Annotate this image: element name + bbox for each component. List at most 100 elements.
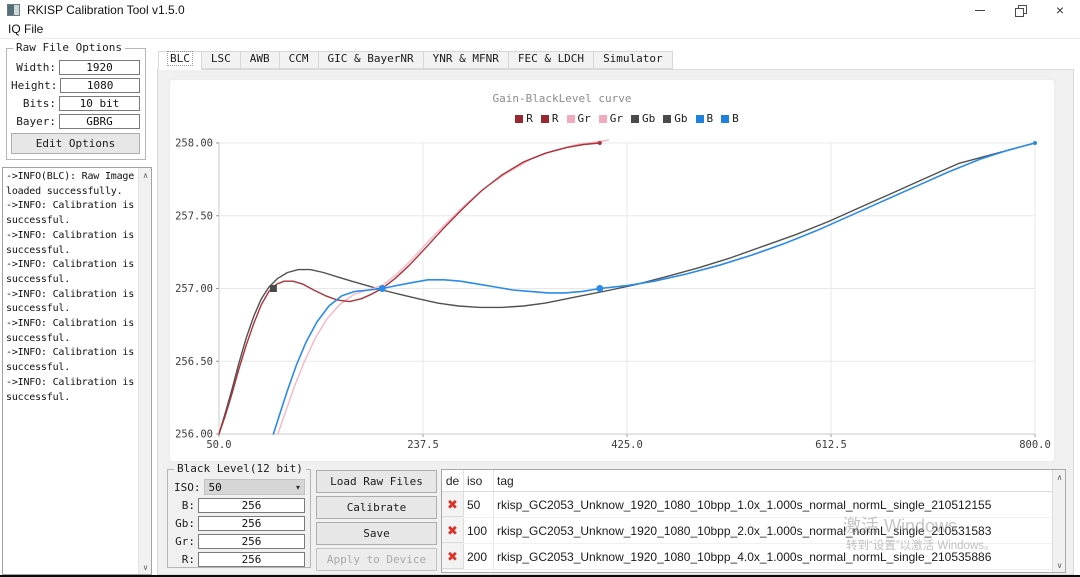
curve-Gb [218,142,1036,435]
bayer-field[interactable]: GBRG [59,113,140,129]
tab-awb[interactable]: AWB [240,51,280,69]
r-field[interactable]: 256 [198,551,305,567]
bits-label: Bits: [22,96,56,110]
save-button[interactable]: Save [316,522,437,545]
gr-field[interactable]: 256 [198,533,305,549]
tab-lsc[interactable]: LSC [201,51,241,69]
edit-options-button[interactable]: Edit Options [11,133,140,154]
x-tick-label: 50.0 [206,439,231,451]
height-field[interactable]: 1080 [60,77,140,93]
table-body: de iso tag ✖ 50 rkisp_GC2053_Unknow_1920_1080… [442,470,1052,572]
bayer-label: Bayer: [16,114,56,128]
y-tick-label: 258.00 [175,138,213,150]
column-header-iso[interactable]: iso [464,470,494,491]
window-controls: × [960,0,1080,20]
gb-field[interactable]: 256 [198,515,305,531]
x-tick-label: 425.0 [611,439,643,451]
menu-iq-file[interactable]: IQ File [8,22,44,36]
tab-gic-bayernr[interactable]: GIC & BayerNR [318,51,424,69]
log-line: ->INFO: Calibration is successful. [6,288,135,315]
marker-circle [596,285,604,292]
tab-label: AWB [249,52,270,65]
legend-entry-gr: Gr [598,112,623,125]
window-bottom-edge [0,575,1080,577]
delete-icon: ✖ [447,522,458,538]
log-scrollbar[interactable]: ∧ ∨ [138,168,151,574]
curve-R [218,142,601,435]
delete-button[interactable]: ✖ [442,544,464,569]
delete-button[interactable]: ✖ [442,518,464,543]
table-row[interactable]: ✖ 50 rkisp_GC2053_Unknow_1920_1080_10bpp_1… [442,492,1052,518]
table-row[interactable]: ✖ 100 rkisp_GC2053_Unknow_1920_1080_10bpp_… [442,518,1052,544]
apply-to-device-button: Apply to Device [316,548,437,571]
curve-Gr [277,139,610,435]
y-tick-label: 257.50 [175,210,213,222]
iso-select[interactable]: 50 ▾ [203,479,305,495]
width-field[interactable]: 1920 [59,59,140,75]
b-field[interactable]: 256 [198,497,305,513]
chart-card: Gain-BlackLevel curve R R Gr Gr Gb Gb B B 50.0 2… [169,79,1055,462]
tab-label: LSC [210,52,231,65]
legend-swatch-icon [566,114,575,123]
scroll-up-icon[interactable]: ∧ [142,170,149,180]
legend-label: B [732,112,739,125]
chevron-down-icon: ▾ [295,482,300,492]
log-line: ->INFO: Calibration is successful. [6,259,135,285]
iso-label: ISO: [174,480,201,494]
black-level-row-gb: Gb: 256 [172,515,305,531]
legend-label: Gb [674,112,688,125]
raw-file-options-group: Raw File Options Width: 1920 Height: 1080 Bi… [6,41,146,160]
calibrate-button[interactable]: Calibrate [316,496,437,519]
tag-cell: rkisp_GC2053_Unknow_1920_1080_10bpp_1.0x… [497,497,992,512]
b-label: B: [181,498,195,512]
log-panel[interactable]: ->INFO(BLC): Raw Image loaded successful… [2,167,152,575]
legend-label: Gr [577,112,591,125]
legend-entry-gb: Gb [631,112,655,125]
table-header-row: de iso tag [442,470,1052,492]
marker-circle [1033,141,1037,145]
tab-page-blc: Gain-BlackLevel curve R R Gr Gr Gb Gb B B 50.0 2… [157,69,1074,575]
iso-cell: 200 [464,544,494,569]
field-row-height: Height: 1080 [11,77,140,93]
minimize-button[interactable] [960,0,1000,20]
width-label: Width: [16,60,56,74]
black-level-row-gr: Gr: 256 [172,533,305,549]
legend-swatch-icon [598,114,607,123]
x-tick-label: 612.5 [815,439,847,451]
column-header-tag[interactable]: tag [497,473,514,488]
x-tick-label: 237.5 [407,439,439,451]
y-tick-label: 256.50 [175,356,213,368]
scroll-up-icon[interactable]: ∧ [1056,472,1063,482]
legend-swatch-icon [663,114,672,123]
legend-label: B [706,112,714,125]
raw-files-table: de iso tag ✖ 50 rkisp_GC2053_Unknow_1920_1080… [441,469,1066,573]
close-button[interactable]: × [1040,0,1080,20]
delete-button[interactable]: ✖ [442,492,464,517]
minimize-icon [975,9,985,11]
column-header-de[interactable]: de [442,470,464,491]
legend-entry-b: B [695,112,714,125]
scroll-down-icon[interactable]: ∨ [1056,560,1063,570]
legend-entry-gr: Gr [566,112,591,125]
titlebar: RKISP Calibration Tool v1.5.0 × [0,0,1080,20]
action-buttons: Load Raw Files Calibrate Save Apply to D… [316,470,437,571]
legend-entry-gb: Gb [663,112,688,125]
iso-cell: 50 [464,492,494,517]
tab-simulator[interactable]: Simulator [594,51,673,69]
tab-ccm[interactable]: CCM [279,51,319,69]
table-scrollbar[interactable]: ∧ ∨ [1052,470,1065,572]
delete-icon: ✖ [447,548,458,564]
table-row[interactable]: ✖ 200 rkisp_GC2053_Unknow_1920_1080_10bpp_… [442,544,1052,570]
tab-blc[interactable]: BLC [158,51,202,70]
tab-ynr-mfnr[interactable]: YNR & MFNR [423,51,509,69]
bits-field[interactable]: 10 bit [59,95,140,111]
gain-blacklevel-plot: 50.0 237.5 425.0 612.5 800.0 256.00 256.50 257.… [175,138,1051,452]
scroll-down-icon[interactable]: ∨ [142,562,149,572]
restore-button[interactable] [1000,0,1040,20]
legend-label: R [526,112,533,125]
load-raw-files-button[interactable]: Load Raw Files [316,470,437,493]
y-tick-label: 256.00 [175,429,213,441]
tab-fec-ldch[interactable]: FEC & LDCH [508,51,595,69]
field-row-bits: Bits: 10 bit [11,95,140,111]
legend-label: R [551,112,559,125]
